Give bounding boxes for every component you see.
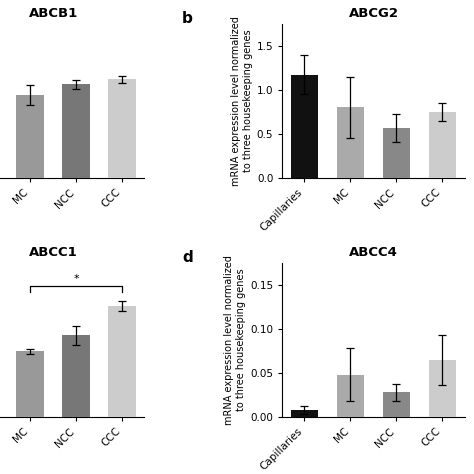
Title: ABCC1: ABCC1 — [29, 246, 78, 259]
Title: ABCC4: ABCC4 — [349, 246, 398, 259]
Bar — [109, 306, 136, 417]
Bar — [428, 360, 456, 417]
Y-axis label: mRNA expression level normalized
to three housekeeping genes: mRNA expression level normalized to thre… — [231, 16, 253, 186]
Bar — [17, 95, 44, 178]
Text: b: b — [182, 11, 193, 27]
Bar — [291, 410, 318, 417]
Y-axis label: mRNA expression level normalized
to three housekeeping genes: mRNA expression level normalized to thre… — [224, 255, 246, 425]
Bar — [63, 84, 90, 178]
Bar — [383, 392, 410, 417]
Bar — [383, 128, 410, 178]
Bar — [428, 112, 456, 178]
Bar — [337, 375, 364, 417]
Bar — [337, 108, 364, 178]
Bar — [109, 79, 136, 178]
Bar — [63, 335, 90, 417]
Bar — [291, 75, 318, 178]
Title: ABCB1: ABCB1 — [28, 7, 78, 20]
Text: *: * — [73, 274, 79, 284]
Text: d: d — [182, 250, 193, 265]
Title: ABCG2: ABCG2 — [348, 7, 399, 20]
Bar — [17, 351, 44, 417]
